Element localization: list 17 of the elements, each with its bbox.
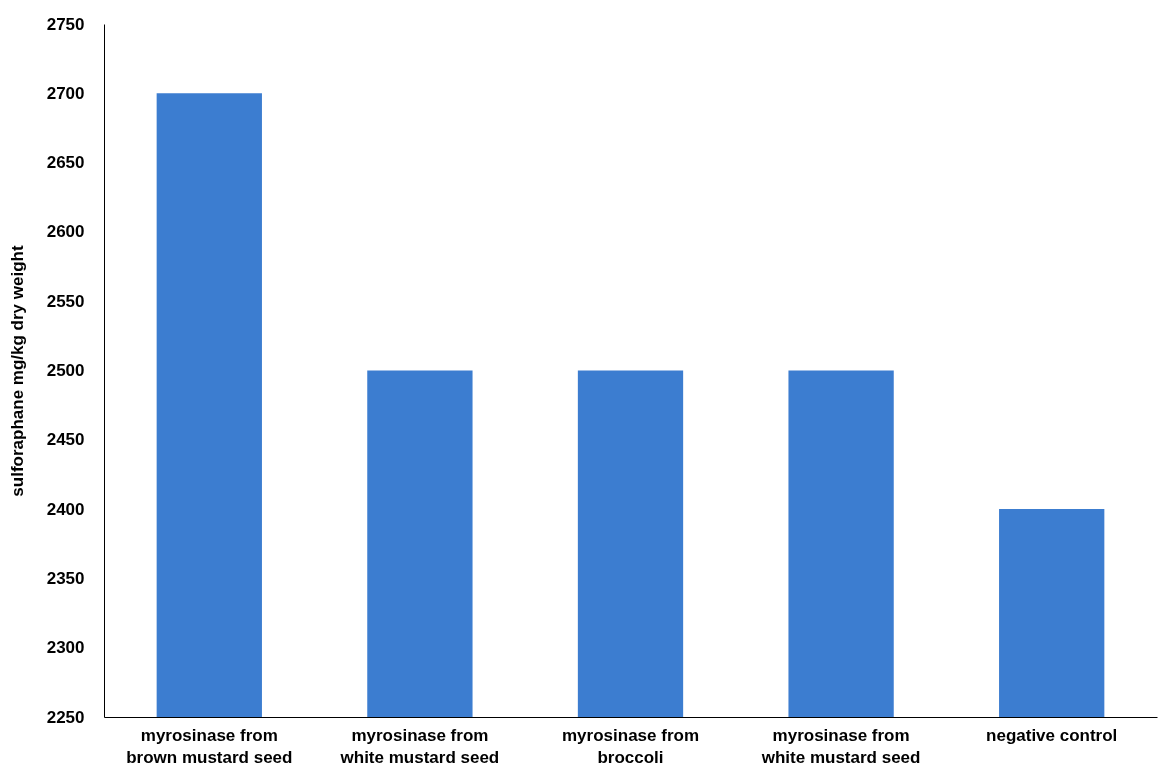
x-tick-label: myrosinase from broccoli: [562, 725, 699, 767]
x-tick-label: myrosinase from white mustard seed: [339, 725, 500, 767]
y-tick-label: 2750: [46, 14, 85, 34]
x-tick-label: negative control: [986, 725, 1118, 745]
y-tick-label: 2300: [46, 638, 85, 658]
y-tick-label: 2400: [46, 499, 85, 519]
y-axis-title: sulforaphane mg/kg dry weight: [7, 245, 27, 497]
y-tick-label: 2500: [46, 361, 85, 380]
y-tick-label: 2550: [46, 291, 85, 311]
y-tick-label: 2350: [46, 568, 85, 588]
x-tick-label: myrosinase from brown mustard seed: [126, 725, 293, 767]
y-tick-label: 2450: [46, 430, 85, 450]
y-tick-label: 2600: [46, 222, 85, 242]
x-tick-label: myrosinase from white mustard seed: [760, 725, 921, 767]
y-tick-label: 2250: [46, 707, 85, 727]
y-tick-label: 2650: [46, 153, 85, 173]
y-tick-label: 2700: [46, 83, 85, 103]
